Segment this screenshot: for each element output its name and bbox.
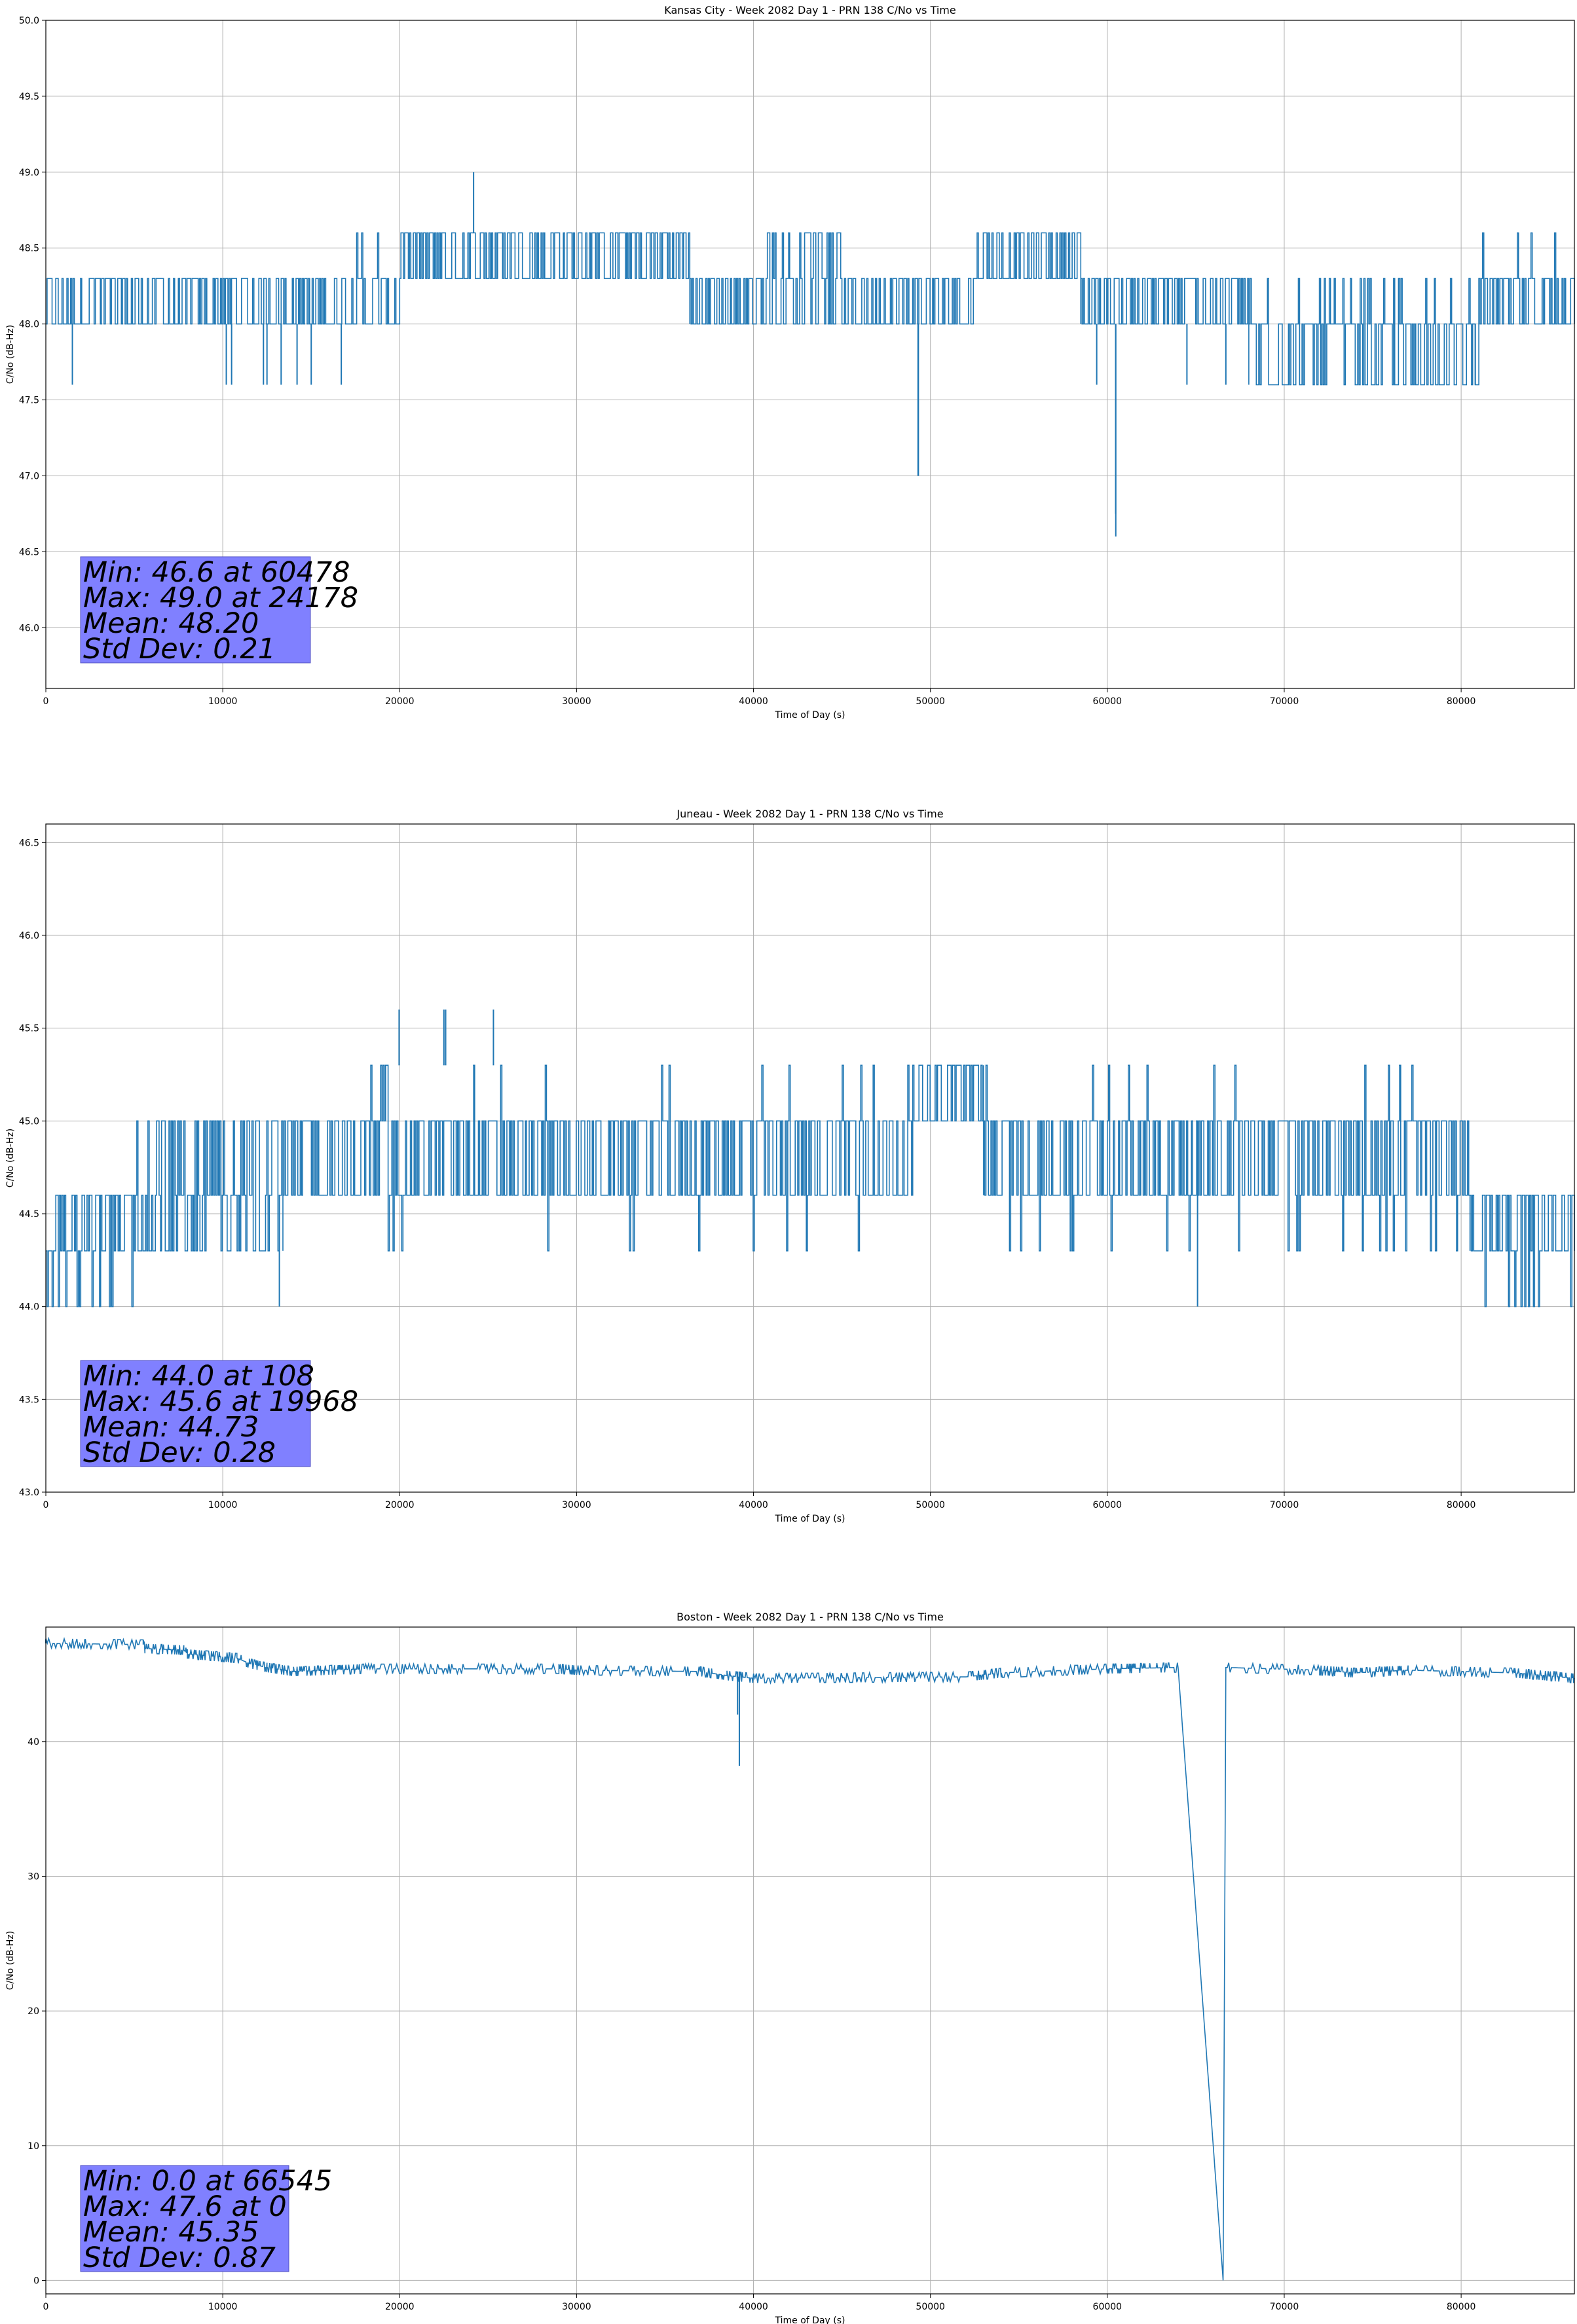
x-tick-label: 80000 (1447, 2302, 1476, 2312)
y-tick-label: 10 (28, 2141, 39, 2152)
stats-line: Max: 49.0 at 24178 (83, 582, 358, 614)
y-tick-label: 46.5 (19, 838, 39, 848)
y-tick-label: 49.0 (19, 168, 39, 178)
y-tick-label: 49.5 (19, 92, 39, 102)
x-axis-label: Time of Day (s) (775, 1514, 845, 1524)
cno-series-line (46, 1064, 1575, 1307)
x-axis-label: Time of Day (s) (775, 710, 845, 721)
y-tick-label: 44.0 (19, 1302, 39, 1313)
stats-box (80, 556, 311, 664)
x-tick-label: 60000 (1093, 696, 1122, 707)
y-tick-label: 47.5 (19, 396, 39, 406)
y-tick-label: 45.0 (19, 1116, 39, 1127)
x-tick-label: 60000 (1093, 2302, 1122, 2312)
x-tick-label: 70000 (1270, 696, 1299, 707)
stats-line: Max: 45.6 at 19968 (83, 1385, 358, 1418)
y-tick-label: 50.0 (19, 16, 39, 26)
y-tick-label: 48.0 (19, 320, 39, 330)
y-tick-label: 47.0 (19, 471, 39, 481)
plot-frame (45, 20, 1575, 689)
chart-title: Boston - Week 2082 Day 1 - PRN 138 C/No … (677, 1611, 944, 1623)
y-tick-label: 30 (28, 1871, 39, 1882)
stats-line: Min: 0.0 at 66545 (83, 2165, 332, 2198)
x-tick-label: 20000 (385, 1500, 415, 1510)
x-tick-label: 70000 (1270, 1500, 1299, 1510)
x-tick-label: 40000 (739, 1500, 768, 1510)
y-axis-label: C/No (dB-Hz) (5, 1931, 16, 1990)
stats-line: Max: 47.6 at 0 (83, 2190, 287, 2223)
stats-line: Mean: 48.20 (83, 607, 259, 640)
stats-line: Std Dev: 0.21 (83, 633, 276, 665)
y-tick-label: 45.5 (19, 1024, 39, 1034)
x-tick-label: 10000 (208, 696, 238, 707)
y-tick-label: 48.5 (19, 244, 39, 254)
stats-line: Min: 44.0 at 108 (83, 1360, 314, 1393)
stats-line: Std Dev: 0.87 (83, 2241, 276, 2274)
cno-series-line (45, 1636, 1575, 2281)
stats-box (80, 2165, 289, 2272)
x-tick-label: 80000 (1447, 1500, 1476, 1510)
y-tick-label: 20 (28, 2006, 39, 2017)
x-tick-label: 50000 (916, 2302, 945, 2312)
y-tick-label: 43.5 (19, 1395, 39, 1405)
cno-series-line (46, 232, 1575, 386)
y-tick-label: 44.5 (19, 1209, 39, 1220)
plot-frame (45, 823, 1575, 1493)
x-tick-label: 50000 (916, 696, 945, 707)
x-tick-label: 70000 (1270, 2302, 1299, 2312)
y-axis-label: C/No (dB-Hz) (5, 1129, 16, 1188)
x-tick-label: 30000 (562, 1500, 591, 1510)
chart-panel-2: 0 10000 20000 30000 40000 50000 60000 70000 8000… (5, 808, 1575, 1524)
x-tick-label: 60000 (1093, 1500, 1122, 1510)
stats-line: Std Dev: 0.28 (83, 1436, 276, 1469)
chart-panel-1: 0 10000 20000 30000 40000 50000 60000 70000 8000… (5, 4, 1575, 721)
stats-box (80, 1360, 311, 1467)
stats-line: Mean: 44.73 (83, 1411, 259, 1444)
chart-title: Juneau - Week 2082 Day 1 - PRN 138 C/No … (676, 808, 943, 820)
y-tick-label: 46.0 (19, 623, 39, 633)
y-tick-label: 43.0 (19, 1488, 39, 1498)
x-tick-label: 80000 (1447, 696, 1476, 707)
x-tick-label: 0 (43, 696, 49, 707)
y-tick-label: 46.0 (19, 931, 39, 941)
x-tick-label: 10000 (208, 1500, 238, 1510)
x-axis-label: Time of Day (s) (775, 2315, 845, 2324)
x-tick-label: 0 (43, 1500, 49, 1510)
x-tick-label: 10000 (208, 2302, 238, 2312)
y-axis-label: C/No (dB-Hz) (5, 325, 16, 384)
x-tick-label: 20000 (385, 2302, 415, 2312)
x-tick-label: 40000 (739, 696, 768, 707)
x-tick-label: 0 (43, 2302, 49, 2312)
y-tick-label: 0 (33, 2276, 39, 2286)
chart-panel-3: 0 10000 20000 30000 40000 50000 60000 70000 8000… (5, 1611, 1575, 2324)
chart-title: Kansas City - Week 2082 Day 1 - PRN 138 … (664, 4, 955, 16)
x-tick-label: 30000 (562, 696, 591, 707)
x-tick-label: 40000 (739, 2302, 768, 2312)
x-tick-label: 50000 (916, 1500, 945, 1510)
x-tick-label: 20000 (385, 696, 415, 707)
x-tick-label: 30000 (562, 2302, 591, 2312)
stats-line: Min: 46.6 at 60478 (83, 556, 350, 589)
plot-frame (45, 1626, 1575, 2295)
y-tick-label: 46.5 (19, 547, 39, 557)
y-tick-label: 40 (28, 1737, 39, 1748)
stats-line: Mean: 45.35 (83, 2216, 259, 2249)
